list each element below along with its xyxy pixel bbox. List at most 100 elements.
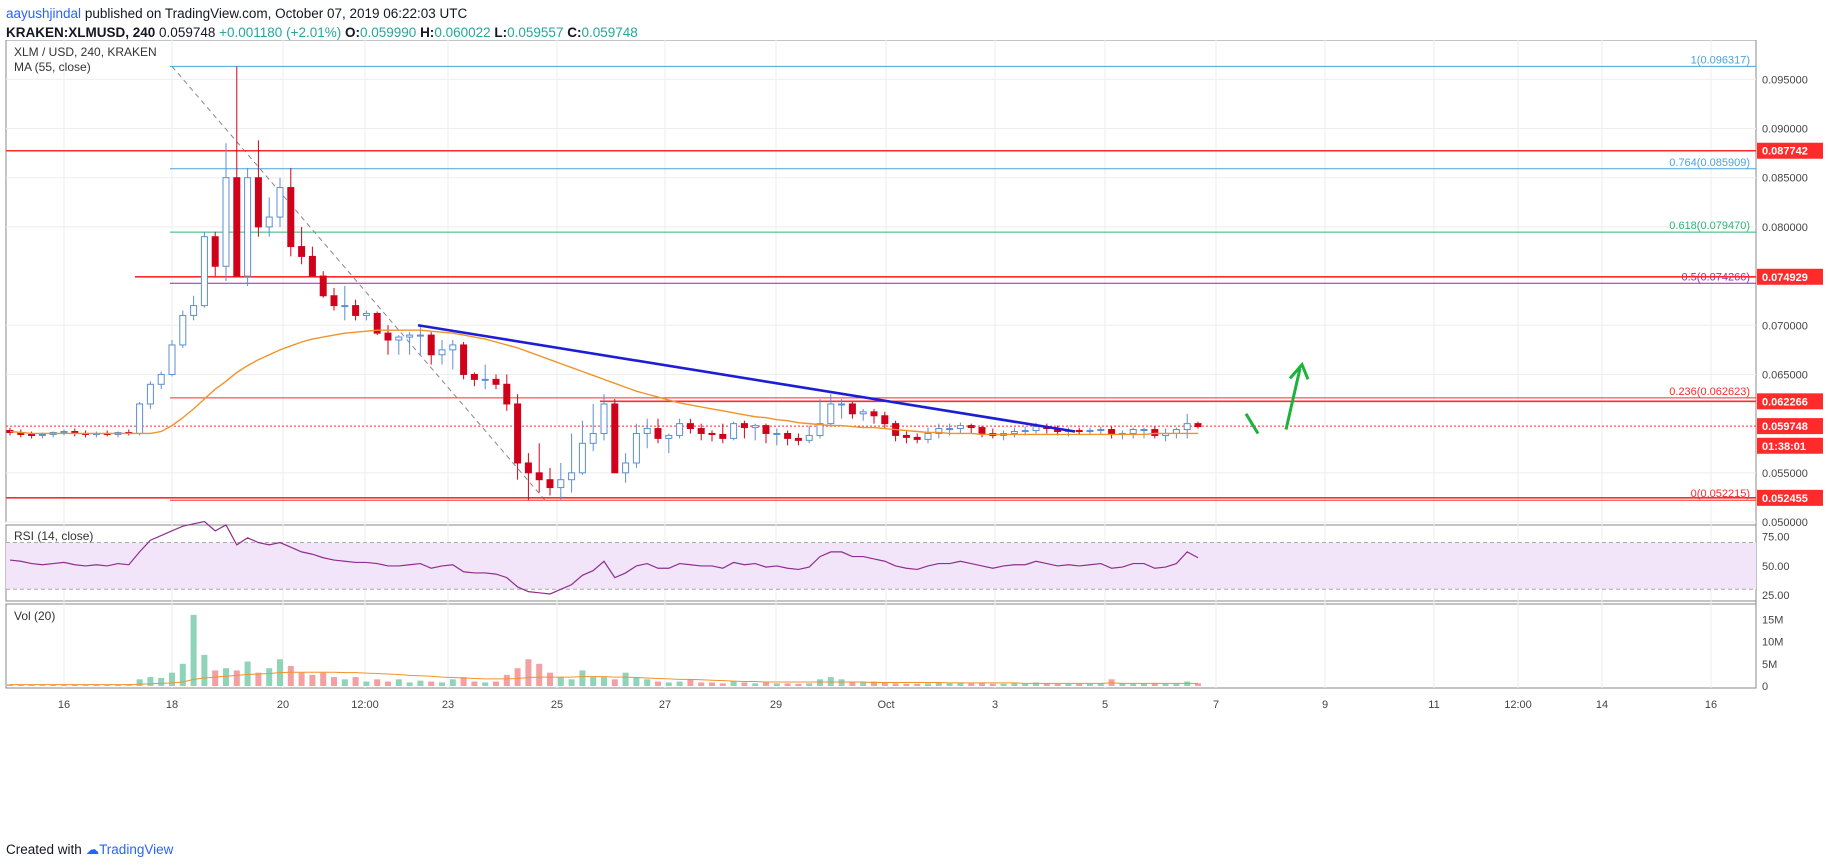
- fib-level-label: 0.764(0.085909): [1669, 157, 1750, 169]
- fib-level-label: 1(0.096317): [1691, 54, 1750, 66]
- volume-bar: [71, 684, 78, 686]
- volume-bar: [1162, 683, 1169, 686]
- tradingview-logo-icon[interactable]: ☁: [85, 842, 100, 857]
- volume-bar: [17, 684, 24, 686]
- candle-body: [146, 383, 154, 405]
- price-label-box: [1757, 489, 1823, 506]
- volume-bar: [179, 663, 186, 686]
- candle-body: [1108, 429, 1116, 435]
- publish-info: published on TradingView.com, October 07…: [81, 6, 468, 21]
- up-arrow-head: [1288, 361, 1310, 380]
- time-tick-label: 16: [1705, 699, 1717, 711]
- tradingview-link[interactable]: TradingView: [99, 842, 174, 857]
- volume-bar: [190, 614, 197, 686]
- open-label: O:: [344, 25, 360, 40]
- interval-label: , 240: [125, 25, 156, 40]
- candle-body: [190, 305, 198, 316]
- volume-bar: [169, 672, 175, 686]
- volume-bar: [784, 683, 791, 686]
- volume-bar: [676, 681, 683, 686]
- last-price: 0.059748: [159, 25, 216, 40]
- volume-bar: [611, 679, 618, 686]
- candle-body: [244, 177, 252, 277]
- high-label: H:: [420, 25, 435, 40]
- candle-body: [200, 236, 208, 307]
- volume-bar: [914, 683, 921, 686]
- close-value: 0.059748: [581, 25, 638, 40]
- candle-body: [1010, 431, 1018, 434]
- candle-body: [600, 403, 608, 434]
- volume-bar: [601, 677, 607, 686]
- candle-body: [967, 425, 975, 429]
- candle-body: [136, 403, 144, 434]
- volume-bar: [568, 679, 575, 686]
- volume-bar: [449, 679, 456, 686]
- symbol-label[interactable]: KRAKEN:XLMUSD: [6, 25, 126, 40]
- candle-body: [697, 428, 705, 434]
- price-tick-label: 0.085000: [1762, 173, 1808, 185]
- candle-body: [384, 332, 392, 341]
- volume-bar: [752, 683, 759, 686]
- candle-body: [1129, 429, 1137, 434]
- time-tick-label: 20: [277, 699, 289, 711]
- candle-body: [362, 312, 370, 316]
- candle-body: [632, 432, 640, 464]
- volume-bar: [39, 685, 46, 686]
- volume-bar: [871, 681, 877, 686]
- candle-body: [470, 373, 478, 380]
- volume-bar: [406, 682, 413, 686]
- volume-bar: [1151, 683, 1158, 686]
- volume-bar: [892, 683, 899, 686]
- candle-body: [870, 411, 878, 417]
- volume-bar: [320, 672, 327, 686]
- volume-tick-label: 10M: [1762, 637, 1783, 649]
- volume-bar: [925, 683, 931, 686]
- volume-bar: [374, 679, 381, 686]
- candle-body: [514, 403, 522, 464]
- chart-title: XLM / USD, 240, KRAKEN: [14, 45, 157, 59]
- candle-body: [946, 428, 954, 431]
- time-tick-label: 9: [1322, 699, 1328, 711]
- volume-bar: [125, 685, 132, 686]
- candle-body: [276, 187, 284, 218]
- time-tick-label: Oct: [877, 699, 894, 711]
- candle-body: [740, 423, 748, 429]
- volume-bar: [493, 681, 499, 686]
- candle-body: [686, 423, 694, 430]
- volume-bar: [1000, 683, 1007, 686]
- volume-bar: [536, 663, 543, 686]
- volume-bar: [352, 677, 359, 686]
- price-label-text: 0.062266: [1762, 396, 1808, 408]
- candle-body: [319, 275, 327, 297]
- volume-bar: [644, 679, 651, 686]
- ma55-line: [9, 329, 1198, 436]
- volume-bar: [147, 677, 154, 686]
- price-tick-label: 0.080000: [1762, 222, 1808, 234]
- close-label: C:: [567, 25, 582, 40]
- candle-body: [730, 423, 738, 439]
- volume-bar: [1022, 683, 1029, 686]
- publisher-link[interactable]: aayushjindal: [6, 6, 82, 21]
- volume-bar: [806, 683, 813, 686]
- volume-bar: [439, 682, 445, 686]
- candle-body: [643, 428, 651, 434]
- volume-bar: [244, 661, 251, 686]
- volume-tick-label: 0: [1762, 681, 1768, 693]
- time-tick-label: 25: [551, 699, 563, 711]
- volume-bar: [28, 684, 35, 686]
- candle-body: [1183, 423, 1191, 431]
- volume-bar: [1033, 682, 1039, 686]
- volume-bar: [817, 679, 823, 686]
- fib-level-label: 0.618(0.079470): [1669, 220, 1750, 232]
- footer: Created with ☁TradingView: [6, 842, 173, 858]
- volume-bar: [655, 681, 661, 686]
- up-arrow-stroke: [1284, 368, 1302, 430]
- volume-bar: [687, 679, 694, 686]
- volume-bar: [590, 677, 597, 686]
- volume-bar: [201, 654, 208, 686]
- candle-body: [524, 462, 532, 474]
- volume-bar: [741, 682, 748, 686]
- candle-body: [1032, 426, 1040, 432]
- price-label-text: 01:38:01: [1762, 441, 1806, 453]
